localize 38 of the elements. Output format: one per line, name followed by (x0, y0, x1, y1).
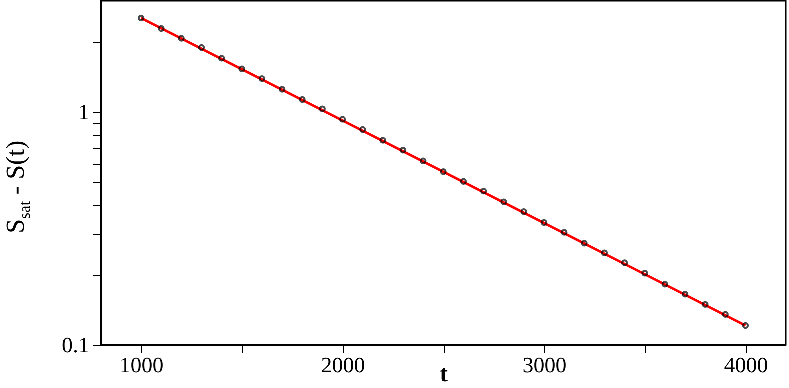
point (722, 311, 729, 318)
point (642, 270, 648, 277)
x-tick-label: 3000 (522, 352, 567, 378)
point (400, 147, 407, 154)
point (742, 322, 750, 330)
point (198, 44, 206, 52)
point (258, 75, 266, 82)
point (702, 301, 709, 308)
y-tick-label: 0.1 (62, 332, 90, 358)
point (158, 25, 165, 32)
y-tick-label: 1 (78, 100, 90, 125)
point (299, 96, 306, 104)
point (138, 14, 145, 22)
point (500, 198, 508, 206)
x-tick-label: 4000 (724, 352, 768, 378)
point (561, 229, 568, 236)
point (621, 260, 628, 266)
point (339, 116, 346, 123)
point (480, 188, 488, 195)
point (178, 35, 185, 42)
point (520, 208, 528, 216)
point (540, 219, 548, 226)
point (440, 168, 447, 176)
x-axis-title: t (440, 362, 448, 388)
point (360, 126, 366, 134)
point (420, 158, 427, 164)
point (460, 178, 467, 185)
x-tick-label: 2000 (321, 352, 366, 378)
point (218, 55, 226, 62)
point (278, 86, 286, 93)
point (682, 291, 689, 298)
point (319, 106, 326, 112)
point (380, 137, 386, 144)
x-tick-label: 1000 (120, 352, 164, 378)
point (238, 66, 246, 72)
point (581, 240, 588, 247)
point (601, 250, 608, 256)
point (662, 281, 668, 288)
